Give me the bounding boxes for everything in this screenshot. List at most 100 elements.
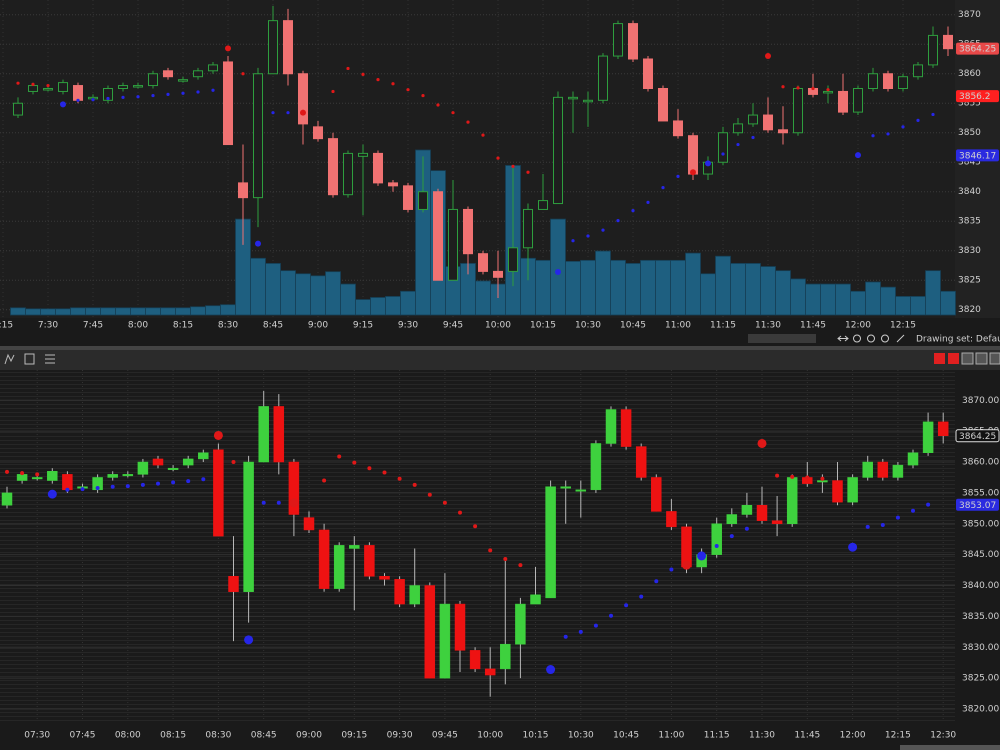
x-tick-label: 08:00	[115, 731, 141, 741]
x-tick-label: 9:00	[308, 321, 328, 331]
sar-dot	[337, 454, 342, 459]
x-tick-label: 09:15	[341, 731, 367, 741]
sar-dot	[790, 474, 795, 479]
x-tick-label: 12:15	[885, 731, 911, 741]
sar-dot	[458, 510, 462, 515]
x-tick-label: 11:00	[658, 731, 684, 741]
candle-body	[583, 99, 593, 103]
volume-bar	[925, 270, 941, 316]
volume-bar	[895, 296, 911, 316]
candle-body	[726, 514, 738, 525]
candle-body	[238, 182, 248, 199]
sar-dot	[593, 623, 598, 628]
plot-area: 3820.00 3825.00 3830.00 3835.00 3840.00 3845.…	[0, 370, 1000, 741]
candle-body	[424, 585, 436, 679]
volume-bar	[775, 270, 791, 316]
x-tick-label: 12:15	[890, 321, 916, 331]
window-buttons[interactable]	[934, 352, 1000, 365]
sar-dot	[880, 523, 885, 528]
candle-body	[208, 64, 218, 72]
candle-body	[756, 504, 768, 521]
x-tick-label: 11:00	[665, 321, 691, 331]
sar-dot	[186, 479, 191, 484]
sar-dot	[616, 219, 620, 223]
volume-bar	[655, 259, 671, 316]
candle-body	[605, 409, 617, 444]
candle-body	[198, 452, 209, 460]
sar-dot	[654, 579, 659, 584]
volume-bar	[940, 290, 956, 316]
candle-body	[328, 138, 338, 196]
volume-bar	[70, 307, 86, 316]
splitter[interactable]	[0, 346, 1000, 350]
volume-bar	[595, 250, 611, 316]
candle-body	[313, 126, 323, 140]
sar-dot	[578, 629, 583, 634]
candle-body	[666, 511, 677, 528]
plot-area: 3820382538303835384038453850385538603865…	[0, 0, 999, 331]
candle-body	[349, 545, 360, 549]
volume-bar	[25, 308, 41, 316]
sar-dot	[571, 239, 575, 243]
volume-bar	[910, 296, 926, 316]
sar-dot	[624, 603, 629, 608]
candle-body	[433, 191, 443, 281]
toolbar-icons[interactable]	[837, 334, 905, 343]
sar-dot	[80, 487, 85, 492]
sar-dot	[488, 548, 493, 553]
candle-body	[484, 668, 496, 676]
candle-body	[763, 114, 773, 131]
header-icons[interactable]	[4, 353, 55, 365]
candle-body	[793, 87, 803, 134]
candle-body	[862, 461, 873, 478]
sar-dot	[736, 142, 740, 147]
candle-body	[303, 517, 315, 531]
volume-bar	[625, 263, 641, 316]
sar-dot	[241, 72, 245, 76]
x-tick-label: 09:30	[387, 731, 413, 741]
scroll-box[interactable]	[748, 334, 816, 343]
sar-dot	[926, 502, 931, 507]
candle-body	[560, 486, 571, 489]
candle-body	[733, 123, 743, 134]
sar-dot	[669, 567, 674, 572]
y-tick-label: 3870.00	[962, 396, 999, 406]
sar-dot	[697, 551, 707, 561]
sar-dot	[609, 613, 613, 618]
sar-dot	[125, 484, 130, 489]
sar-dot	[136, 95, 140, 99]
sar-dot	[601, 228, 605, 232]
sar-dot	[931, 112, 935, 117]
candle-body	[500, 643, 511, 670]
sar-dot	[65, 487, 70, 492]
candle-body	[122, 474, 134, 477]
candle-body	[786, 477, 798, 525]
scrollbar[interactable]	[900, 745, 1000, 750]
sar-dot	[496, 156, 500, 160]
sar-dot	[765, 53, 771, 60]
candle-body	[148, 73, 158, 87]
x-tick-label: 8:45	[263, 321, 283, 331]
sar-dot	[271, 111, 275, 115]
x-tick-label: 09:00	[296, 731, 322, 741]
x-tick-label: 7:45	[83, 321, 103, 331]
candle-body	[16, 474, 28, 481]
x-tick-label: 08:45	[251, 731, 277, 741]
candle-body	[418, 191, 428, 210]
volume-bar	[805, 283, 821, 316]
volume-bar	[85, 307, 101, 316]
candle-body	[394, 579, 405, 605]
candle-body	[358, 152, 368, 157]
candle-body	[771, 520, 783, 525]
sar-dot	[225, 45, 231, 52]
y-tick-label: 3840	[958, 187, 981, 197]
volume-bar	[100, 307, 116, 316]
price-marker-label: 3864.25	[959, 432, 996, 442]
sar-dot	[331, 89, 335, 94]
volume-bar	[115, 307, 131, 316]
candle-body	[718, 132, 728, 163]
candle-body	[213, 449, 224, 537]
candle-body	[778, 129, 788, 134]
